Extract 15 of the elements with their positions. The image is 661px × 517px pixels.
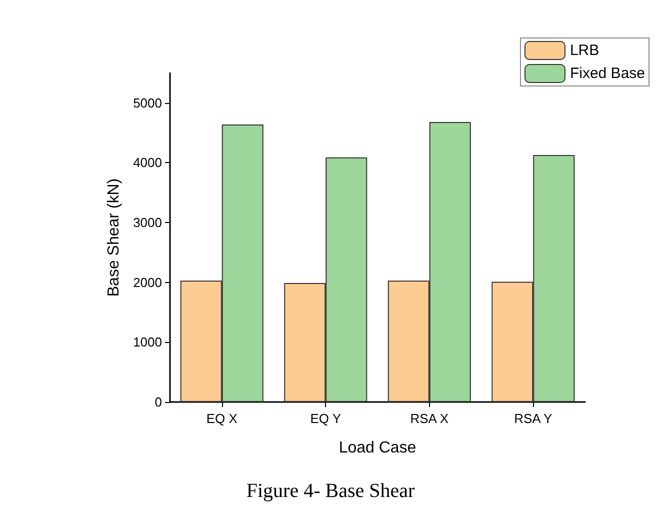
x-tick-label: EQ X	[206, 411, 238, 426]
y-axis-title: Base Shear (kN)	[106, 178, 122, 297]
x-tick-label: RSA X	[410, 411, 449, 426]
x-tick-label: EQ Y	[310, 411, 342, 426]
y-tick-label: 0	[154, 394, 162, 410]
y-tick-label: 4000	[133, 155, 162, 170]
legend-label: Fixed Base	[570, 65, 646, 82]
y-tick-label: 5000	[133, 95, 162, 110]
legend-label: LRB	[570, 42, 600, 59]
text: Figure 4- Base Shear	[246, 480, 415, 502]
y-tick-label: 2000	[133, 274, 162, 290]
y-tick-label: 3000	[133, 215, 162, 230]
x-tick-label: RSA Y	[514, 411, 552, 426]
x-axis-title: Load Case	[338, 440, 416, 456]
y-tick-label: 1000	[133, 334, 162, 350]
